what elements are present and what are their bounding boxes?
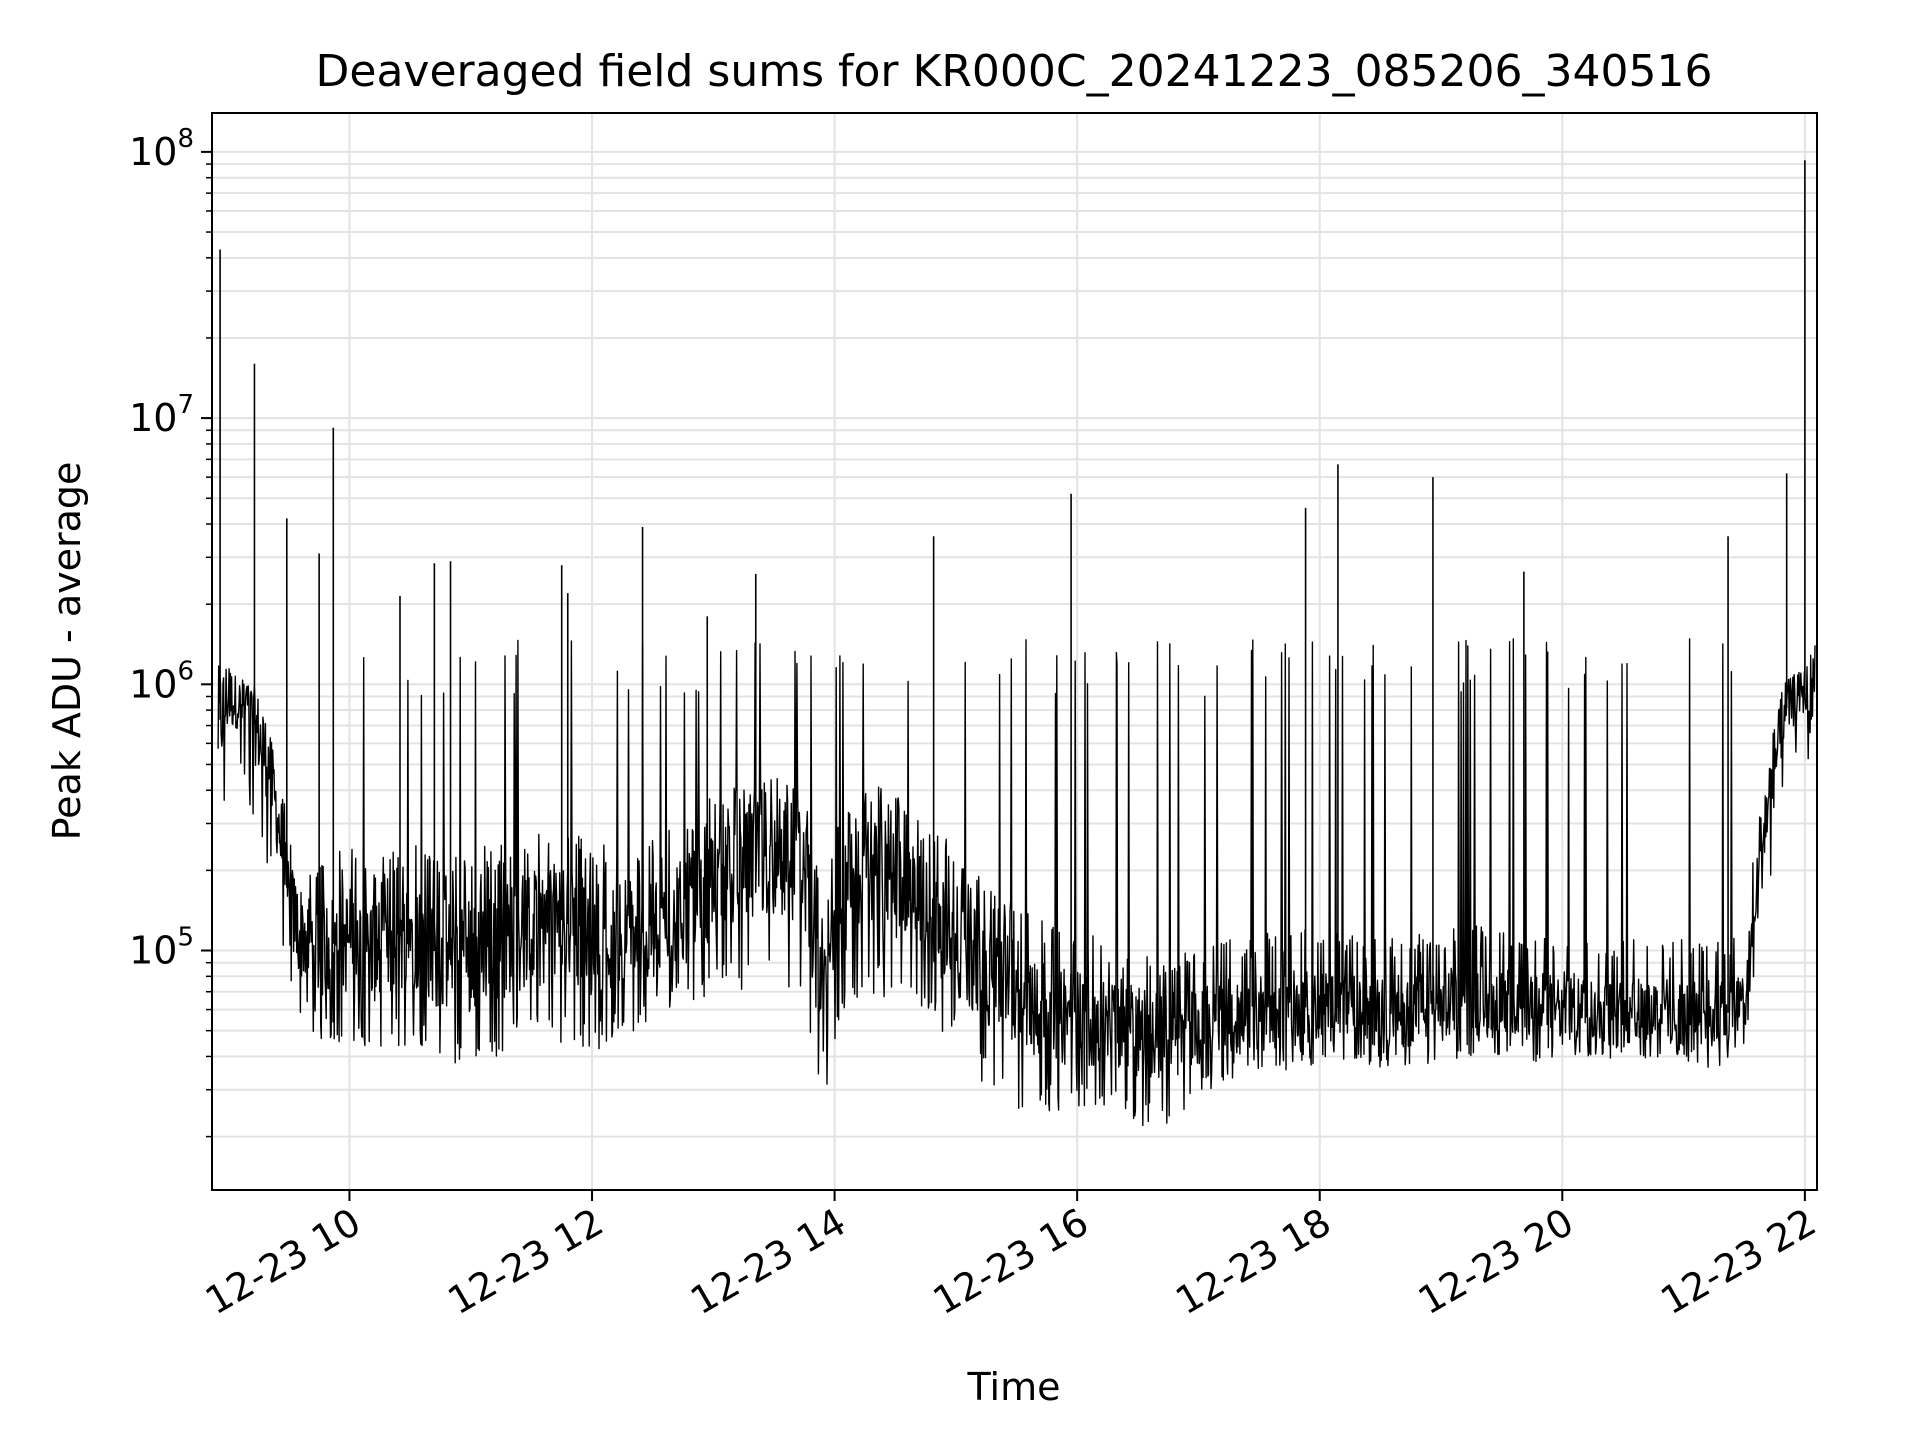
- y-tick-label: 107: [129, 390, 194, 440]
- y-tick-label: 105: [129, 923, 194, 973]
- x-axis-label: Time: [967, 1365, 1061, 1409]
- y-axis-label: Peak ADU - average: [45, 462, 89, 841]
- plot-area: [217, 160, 1816, 1127]
- chart-title: Deaveraged field sums for KR000C_2024122…: [316, 46, 1713, 97]
- y-axis: 105 106 107 108: [129, 124, 212, 1138]
- y-tick-label: 106: [129, 656, 194, 706]
- series-line: [217, 638, 1816, 1127]
- plot-frame: [211, 112, 1818, 1191]
- y-tick-label: 108: [129, 124, 194, 174]
